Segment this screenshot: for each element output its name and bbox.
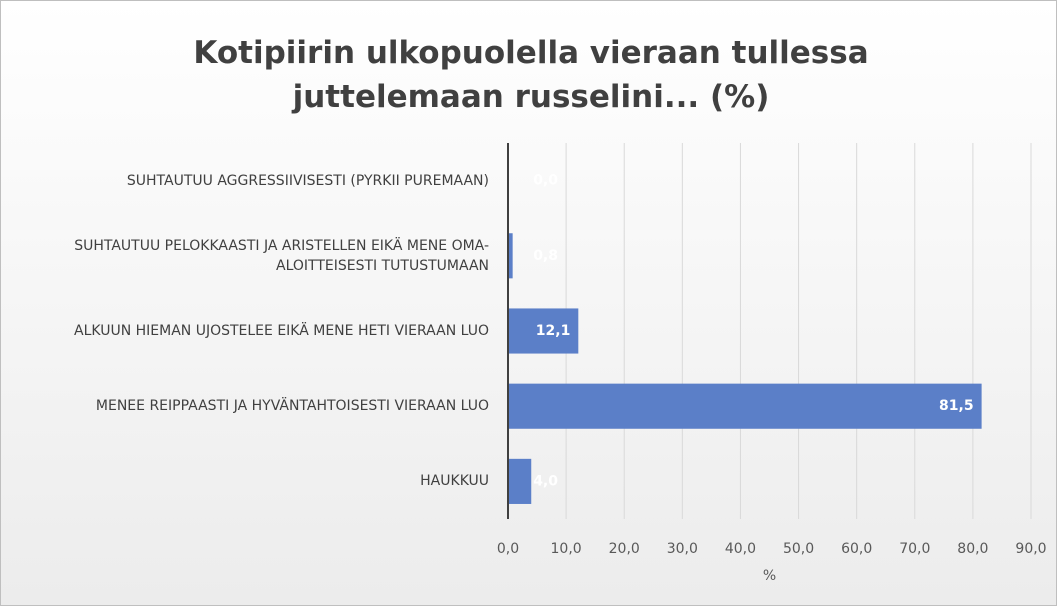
value-label: 81,5 [939, 398, 974, 414]
x-tick-label: 70,0 [899, 541, 930, 557]
x-tick-label: 60,0 [841, 541, 872, 557]
x-tick-label: 20,0 [609, 541, 640, 557]
value-label: 4,0 [533, 473, 558, 489]
x-tick-label: 80,0 [957, 541, 988, 557]
bar [508, 233, 513, 279]
category-label: SUHTAUTUU PELOKKAASTI JA ARISTELLEN EIKÄ… [74, 237, 489, 274]
category-label: HAUKKUU [420, 473, 489, 490]
bar [508, 308, 579, 354]
value-label: 0,8 [533, 248, 558, 264]
x-tick-label: 0,0 [497, 541, 519, 557]
value-label: 0,0 [533, 173, 558, 189]
x-tick-label: 10,0 [551, 541, 582, 557]
category-label: MENEE REIPPAASTI JA HYVÄNTAHTOISESTI VIE… [95, 398, 489, 415]
chart-title: Kotipiirin ulkopuolella vieraan tullessa… [193, 35, 869, 115]
bar [508, 383, 982, 429]
category-label: ALKUUN HIEMAN UJOSTELEE EIKÄ MENE HETI V… [74, 323, 489, 339]
x-tick-label: 50,0 [783, 541, 814, 557]
x-tick-label: 30,0 [667, 541, 698, 557]
x-axis-label: % [763, 568, 776, 584]
x-tick-label: 90,0 [1015, 541, 1046, 557]
category-label: SUHTAUTUU AGGRESSIIVISESTI (PYRKII PUREM… [126, 172, 489, 189]
value-label: 12,1 [536, 323, 571, 339]
x-tick-label: 40,0 [725, 541, 756, 557]
bar [508, 458, 532, 504]
